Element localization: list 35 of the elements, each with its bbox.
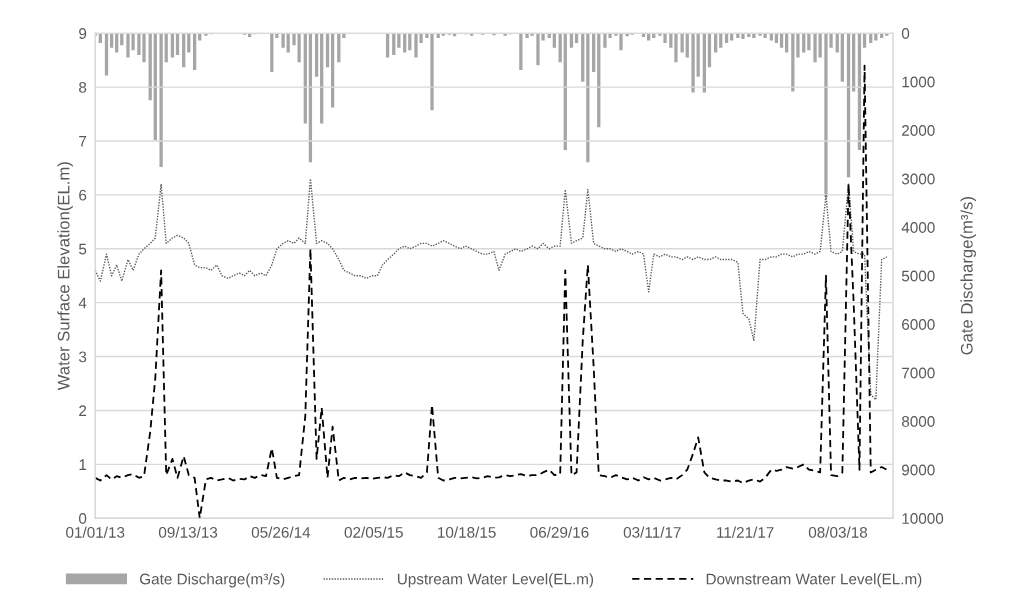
legend-label: Downstream Water Level(EL.m) bbox=[706, 573, 922, 588]
y2-tick-label: 5000 bbox=[901, 270, 935, 282]
y-tick-label: 3 bbox=[78, 351, 87, 363]
y-tick-label: 7 bbox=[79, 136, 87, 147]
legend-label: Upstream Water Level(EL.m) bbox=[397, 573, 594, 588]
y2-tick-label: 4000 bbox=[901, 222, 935, 233]
y-tick-label: 0 bbox=[78, 513, 87, 524]
y2-tick-label: 7000 bbox=[902, 367, 935, 379]
y2-tick-label: 6000 bbox=[902, 319, 935, 330]
y-tick-label: 4 bbox=[78, 297, 87, 309]
x-tick-label: 09/13/13 bbox=[158, 526, 218, 538]
x-tick-label: 02/05/15 bbox=[344, 526, 403, 538]
y2-tick-label: 1000 bbox=[902, 76, 935, 88]
y2-axis-title: Gate Discharge(m³/s) bbox=[960, 197, 976, 355]
x-tick-label: 10/18/15 bbox=[438, 526, 496, 538]
x-tick-label: 05/26/14 bbox=[251, 526, 311, 538]
legend-label: Gate Discharge(m³/s) bbox=[140, 573, 285, 588]
y2-tick-label: 10000 bbox=[902, 513, 944, 524]
x-tick-label: 01/01/13 bbox=[66, 526, 125, 538]
y2-tick-label: 8000 bbox=[901, 416, 935, 427]
y2-tick-label: 0 bbox=[901, 28, 910, 39]
y2-tick-label: 3000 bbox=[901, 173, 935, 185]
y2-tick-label: 2000 bbox=[902, 125, 935, 136]
y-tick-label: 9 bbox=[79, 28, 87, 39]
y2-tick-label: 9000 bbox=[902, 464, 935, 476]
y-tick-label: 5 bbox=[79, 243, 87, 255]
x-tick-label: 08/03/18 bbox=[808, 526, 868, 538]
y-tick-label: 1 bbox=[79, 459, 87, 470]
x-tick-label: 11/21/17 bbox=[717, 526, 774, 538]
y-tick-label: 6 bbox=[79, 189, 87, 201]
y-axis-title: Water Surface Elevation(EL.m) bbox=[57, 162, 73, 391]
y-tick-label: 2 bbox=[79, 405, 87, 416]
x-tick-label: 06/29/16 bbox=[530, 526, 589, 538]
y-tick-label: 8 bbox=[79, 81, 87, 93]
x-tick-label: 03/11/17 bbox=[623, 526, 681, 538]
